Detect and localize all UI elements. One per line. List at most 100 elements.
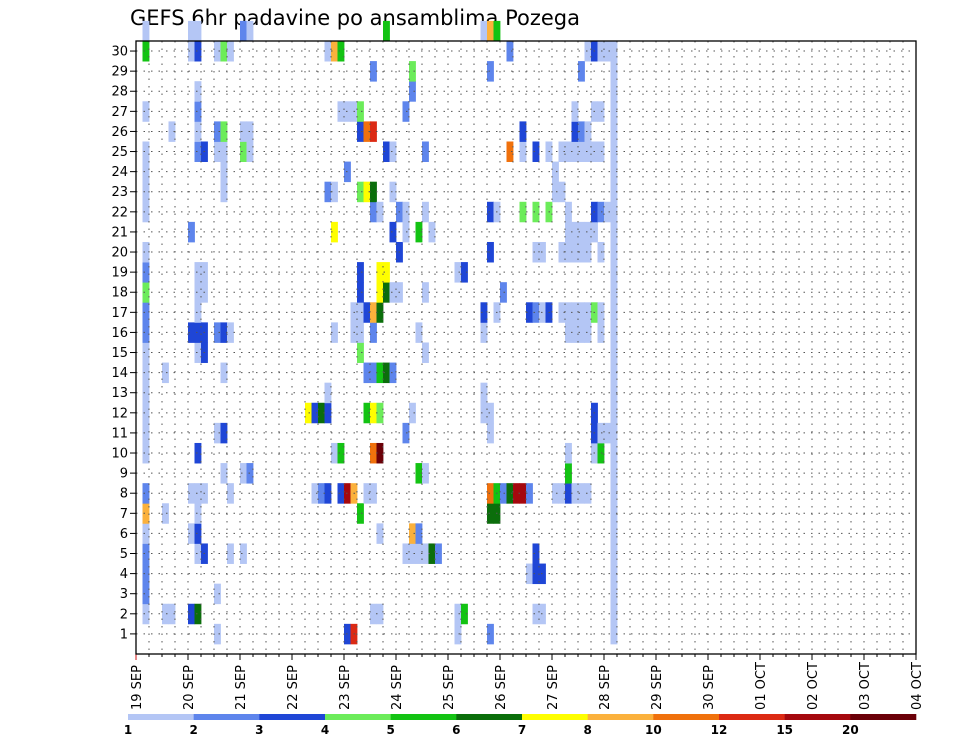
heat-cell: [500, 483, 507, 504]
y-tick-label: 29: [111, 65, 128, 80]
heat-cell: [461, 603, 468, 625]
heat-cell: [571, 141, 579, 162]
heat-cell: [376, 523, 384, 544]
heat-cell: [415, 543, 423, 564]
legend-label: 1: [124, 723, 132, 737]
heat-cell: [610, 141, 618, 162]
y-tick-label: 2: [120, 607, 128, 622]
heat-cell: [142, 603, 150, 625]
heat-cell: [363, 302, 371, 323]
heat-cell: [578, 302, 585, 323]
heat-cell: [331, 442, 338, 464]
heat-cell: [194, 523, 202, 544]
heat-cell: [597, 101, 605, 122]
heat-cell: [487, 201, 494, 223]
heat-cell: [454, 603, 462, 625]
heat-cell: [324, 181, 332, 203]
y-tick-label: 8: [120, 487, 128, 502]
legend-swatch: [325, 714, 391, 720]
heat-cell: [188, 322, 195, 343]
heat-cell: [324, 382, 332, 404]
y-tick-label: 16: [111, 326, 128, 341]
heat-cell: [311, 402, 319, 424]
heat-cell: [578, 61, 585, 82]
x-tick-label: 30 SEP: [702, 665, 717, 710]
x-tick-label: 25 SEP: [442, 665, 457, 710]
heat-cell: [194, 603, 202, 625]
heat-cell: [454, 623, 462, 645]
heat-cell: [194, 81, 202, 102]
heat-cell: [422, 463, 429, 484]
x-tick-label: 19 SEP: [130, 665, 145, 710]
heat-cell: [357, 302, 364, 323]
heat-cell: [487, 503, 494, 524]
heat-cell: [610, 322, 618, 343]
legend-label: 3: [255, 723, 263, 737]
heat-cell: [220, 463, 228, 484]
y-tick-label: 15: [111, 346, 128, 361]
legend-swatch: [193, 714, 260, 720]
heat-cell: [194, 282, 202, 303]
heat-cell: [383, 20, 390, 42]
heat-cell: [500, 282, 507, 303]
heat-cell: [240, 463, 247, 484]
heat-cell: [220, 161, 228, 183]
heat-cell: [610, 61, 618, 82]
legend-label: 15: [776, 723, 793, 737]
heat-cell: [214, 422, 221, 444]
heat-cell: [227, 322, 234, 343]
heat-cell: [194, 141, 202, 162]
x-tick-label: 21 SEP: [234, 665, 249, 710]
heat-cell: [220, 181, 228, 203]
heat-cell: [565, 302, 572, 323]
heat-cell: [363, 362, 371, 384]
heat-cell: [168, 121, 176, 142]
heat-cell: [220, 362, 228, 384]
heat-cell: [142, 523, 150, 544]
heat-cell: [188, 41, 195, 62]
heat-cell: [578, 241, 585, 263]
heat-cell: [532, 543, 540, 564]
heat-cell: [376, 201, 384, 223]
heat-cell: [584, 141, 592, 162]
y-tick-label: 22: [111, 205, 128, 220]
legend-swatch: [522, 714, 588, 720]
heat-cell: [162, 362, 169, 384]
heat-cell: [597, 201, 605, 223]
heat-cell: [480, 322, 488, 343]
heat-cell: [610, 463, 618, 484]
heat-cell: [214, 583, 221, 605]
heat-cell: [240, 121, 247, 142]
heat-cell: [240, 141, 247, 162]
heat-cell: [389, 362, 397, 384]
heat-cell: [565, 241, 572, 263]
heat-cell: [142, 342, 150, 363]
heat-cell: [610, 543, 618, 564]
y-tick-label: 17: [111, 306, 128, 321]
heat-cell: [422, 201, 429, 223]
heat-cell: [422, 543, 429, 564]
heat-cell: [506, 483, 514, 504]
heat-cell: [357, 282, 364, 303]
heat-cell: [597, 322, 605, 343]
x-tick-label: 02 OCT: [806, 662, 821, 710]
y-tick-label: 13: [111, 386, 128, 401]
heat-cell: [240, 543, 247, 564]
heat-cell: [610, 282, 618, 303]
heat-cell: [461, 262, 468, 283]
heat-cell: [610, 563, 618, 585]
heat-cell: [194, 20, 202, 42]
legend-label: 8: [583, 723, 591, 737]
heat-cell: [409, 61, 416, 82]
heat-cell: [305, 402, 312, 424]
legend-swatch: [128, 714, 194, 720]
heat-cell: [532, 302, 540, 323]
heat-cell: [142, 382, 150, 404]
heat-cell: [428, 221, 436, 243]
heat-cell: [389, 181, 397, 203]
y-tick-label: 30: [111, 45, 128, 60]
heat-cell: [214, 121, 221, 142]
heat-cell: [610, 342, 618, 363]
heat-cell: [370, 442, 377, 464]
heat-cell: [571, 221, 579, 243]
